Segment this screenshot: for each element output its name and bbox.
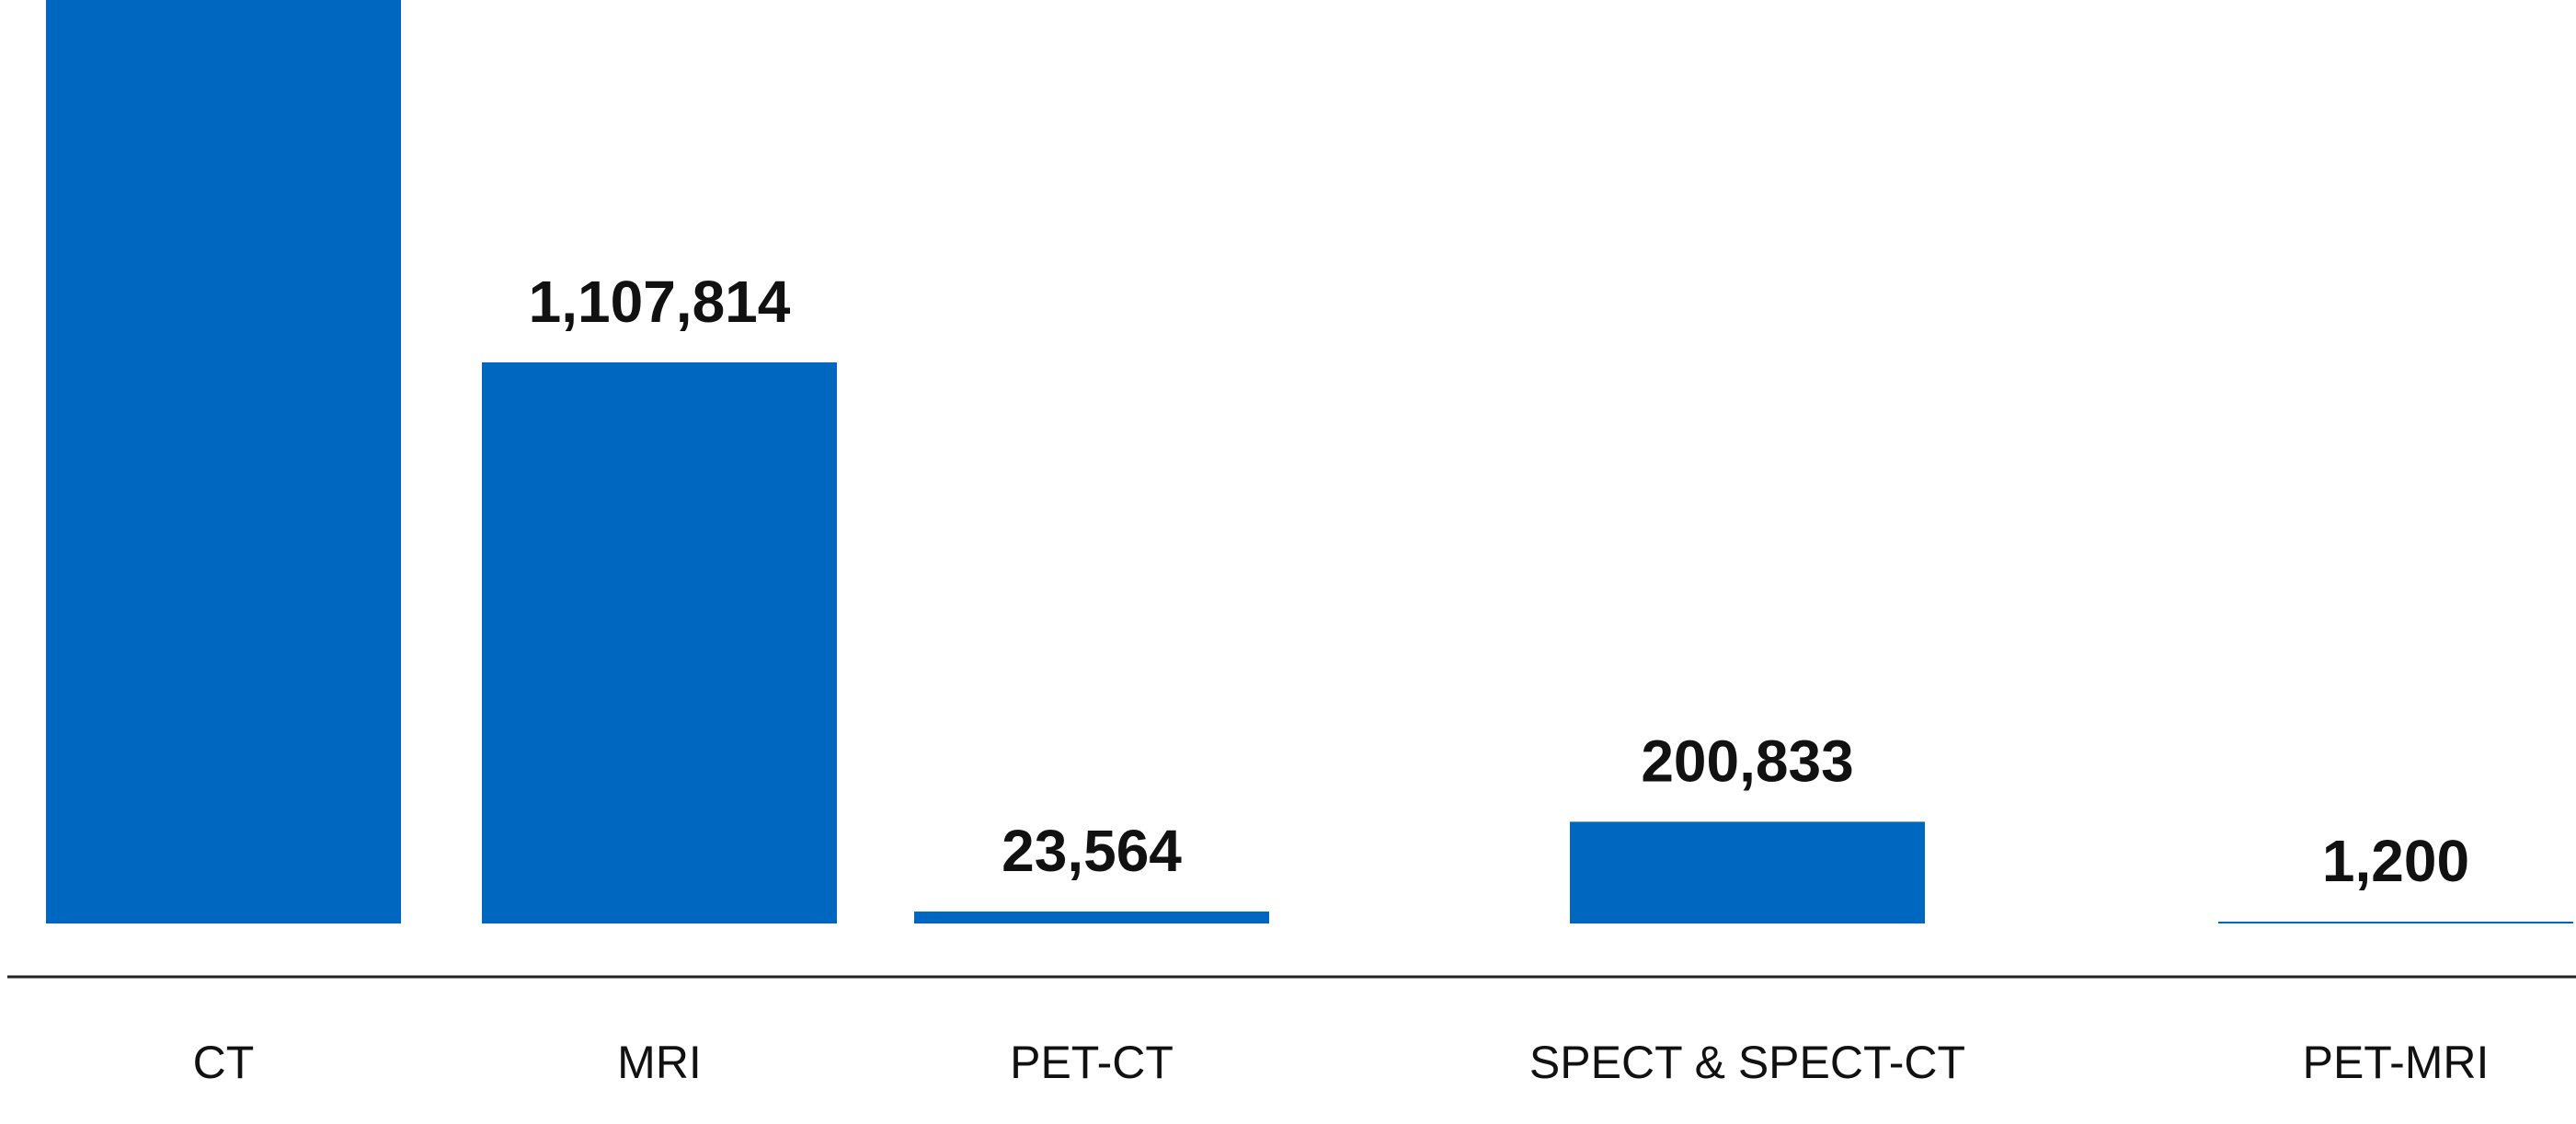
category-labels-group: CT MRI PET-CT SPECT & SPECT-CT PET-MRI xyxy=(193,1037,2490,1088)
x-tick-label: PET-CT xyxy=(1010,1037,1174,1088)
data-label: 200,833 xyxy=(1641,728,1853,794)
x-tick-label: SPECT & SPECT-CT xyxy=(1529,1037,1965,1088)
bar-spect-spect-ct xyxy=(1570,821,1925,923)
value-labels-group: 1,107,814 23,564 200,833 1,200 xyxy=(529,269,2469,894)
bar-ct xyxy=(46,0,401,923)
bar-mri xyxy=(482,362,837,923)
bars-group xyxy=(46,0,2573,923)
data-label: 23,564 xyxy=(1002,818,1182,884)
x-tick-label: MRI xyxy=(617,1037,702,1088)
data-label: 1,107,814 xyxy=(529,269,791,335)
x-tick-label: CT xyxy=(193,1037,255,1088)
bar-pet-ct xyxy=(914,912,1269,923)
bar-pet-mri xyxy=(2218,922,2573,923)
x-tick-label: PET-MRI xyxy=(2303,1037,2490,1088)
data-label: 1,200 xyxy=(2322,828,2469,894)
